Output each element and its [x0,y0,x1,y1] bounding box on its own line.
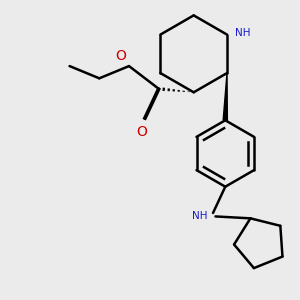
Text: O: O [115,49,126,63]
Text: NH: NH [192,212,208,221]
Text: NH: NH [235,28,250,38]
Polygon shape [223,73,227,120]
Text: O: O [136,125,147,139]
